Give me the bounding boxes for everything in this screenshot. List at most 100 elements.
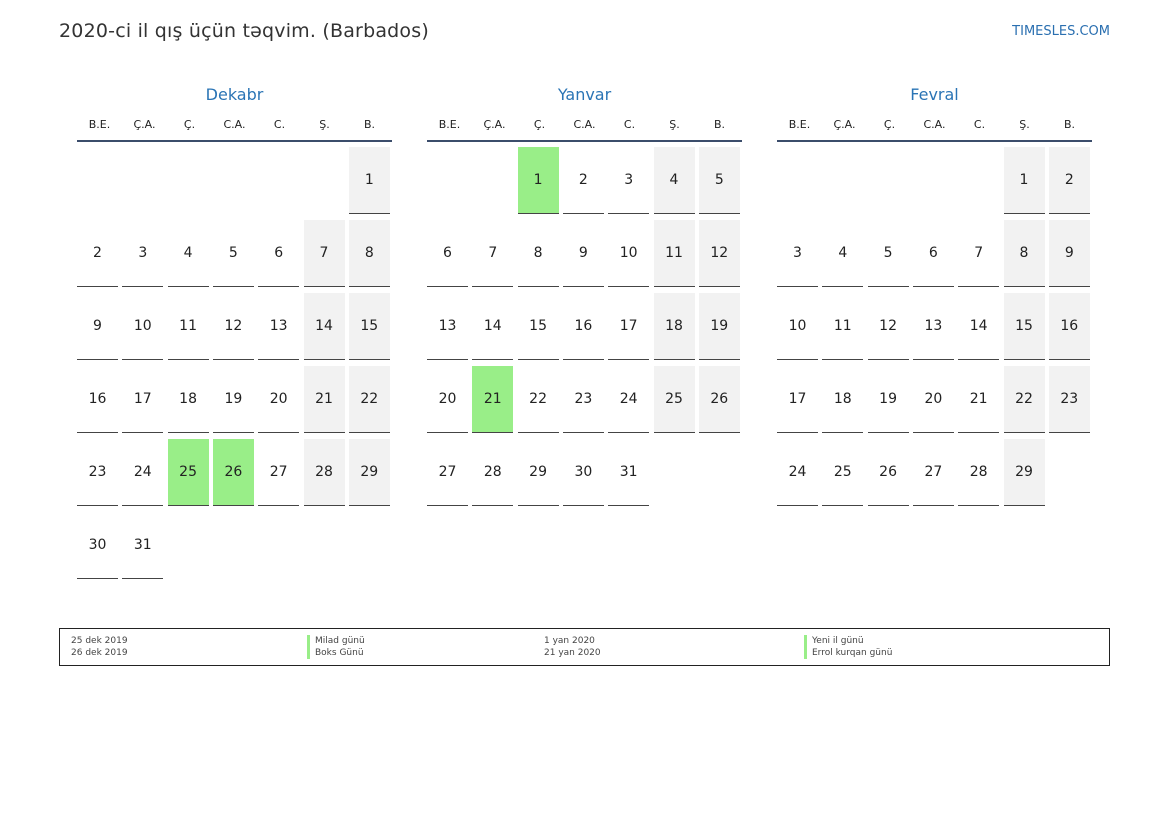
day-cell: 27: [427, 439, 468, 506]
weekday-label: B.: [713, 118, 726, 131]
day-cell: 29: [1003, 439, 1045, 506]
weekday-label: B.: [363, 118, 376, 131]
day-cell: 23: [1048, 366, 1090, 433]
holiday-marker: [804, 647, 807, 659]
day-cell: 11: [167, 293, 209, 360]
day-cell: 16: [1048, 293, 1090, 360]
page-title: 2020-ci il qış üçün təqvim. (Barbados): [59, 20, 429, 42]
month-name: Dekabr: [205, 85, 264, 104]
day-cell: 17: [122, 366, 164, 433]
day-cell: 7: [472, 220, 514, 287]
day-cell: 17: [777, 366, 818, 433]
weekday-label: Ç.: [883, 118, 896, 131]
weekday-label: B.E.: [788, 118, 811, 131]
site-link[interactable]: TIMESLES.COM: [1012, 24, 1110, 39]
day-cell: 23: [77, 439, 118, 506]
month-calendar: Yanvar B.E. Ç.A. Ç. C.A. C. Ş. B. 1 2 3 4 5 6 7 8 9 10 1…: [427, 84, 742, 506]
legend-holiday-name: Milad günü: [315, 636, 365, 646]
day-cell: 17: [608, 293, 650, 360]
day-cell: 18: [822, 366, 864, 433]
weekday-label: C.A.: [573, 118, 596, 131]
day-cell: 28: [958, 439, 1000, 506]
day-cell: 5: [698, 147, 740, 214]
weekday-label: Ç.: [533, 118, 546, 131]
day-cell: 9: [1048, 220, 1090, 287]
holiday-marker: [804, 635, 807, 647]
day-cell: 13: [912, 293, 954, 360]
day-cell: 16: [77, 366, 118, 433]
day-cell: 21: [958, 366, 1000, 433]
day-cell: 23: [562, 366, 604, 433]
weekday-label: B.E.: [88, 118, 111, 131]
day-cell: 12: [212, 293, 254, 360]
day-cell: 8: [1003, 220, 1045, 287]
legend-date: 25 dek 2019: [71, 636, 128, 646]
day-cell: 28: [303, 439, 345, 506]
day-cell: 31: [122, 512, 164, 579]
day-cell: 8: [348, 220, 390, 287]
day-cell: 9: [562, 220, 604, 287]
holiday-day-cell: 25: [167, 439, 209, 506]
day-cell: 3: [122, 220, 164, 287]
day-cell: 3: [608, 147, 650, 214]
month-name: Yanvar: [557, 85, 612, 104]
day-cell: 14: [472, 293, 514, 360]
weekday-label: B.: [1063, 118, 1076, 131]
day-cell: 18: [653, 293, 695, 360]
weekday-label: C.A.: [923, 118, 946, 131]
weekday-label: C.: [973, 118, 986, 131]
holiday-marker: [307, 635, 310, 647]
day-cell: 24: [608, 366, 650, 433]
day-cell: 27: [912, 439, 954, 506]
day-cell: 12: [698, 220, 740, 287]
day-cell: 14: [958, 293, 1000, 360]
day-cell: 7: [958, 220, 1000, 287]
weekday-label: B.E.: [438, 118, 461, 131]
holiday-legend: 25 dek 2019 26 dek 2019 Milad günü Boks …: [59, 628, 1110, 666]
day-cell: 20: [258, 366, 300, 433]
month-calendar: Dekabr B.E. Ç.A. Ç. C.A. C. Ş. B. 1 2 3 4 5 6 7 8 9 10 1…: [77, 84, 392, 579]
day-cell: 6: [912, 220, 954, 287]
day-cell: 4: [822, 220, 864, 287]
weekday-label: Ş.: [669, 118, 680, 131]
weekday-header: B.E. Ç.A. Ç. C.A. C. Ş. B.: [77, 116, 392, 142]
day-cell: 24: [777, 439, 818, 506]
holiday-marker: [307, 647, 310, 659]
month-name: Fevral: [910, 85, 959, 104]
weekday-label: Ç.: [183, 118, 196, 131]
day-cell: 22: [1003, 366, 1045, 433]
day-cell: 15: [517, 293, 559, 360]
day-cell: 31: [608, 439, 650, 506]
weekday-label: Ş.: [1019, 118, 1030, 131]
weekday-label: C.: [273, 118, 286, 131]
legend-date: 21 yan 2020: [544, 648, 601, 658]
day-cell: 2: [562, 147, 604, 214]
legend-date: 1 yan 2020: [544, 636, 595, 646]
day-cell: 10: [122, 293, 164, 360]
day-cell: 27: [258, 439, 300, 506]
legend-holiday-name: Boks Günü: [315, 648, 364, 658]
weekday-label: Ş.: [319, 118, 330, 131]
day-cell: 18: [167, 366, 209, 433]
day-cell: 30: [77, 512, 118, 579]
day-cell: 20: [427, 366, 468, 433]
day-cell: 10: [608, 220, 650, 287]
weekday-label: C.: [623, 118, 636, 131]
day-cell: 13: [258, 293, 300, 360]
weekday-label: Ç.A.: [833, 118, 856, 131]
legend-holiday-name: Errol kurqan günü: [812, 648, 893, 658]
day-cell: 5: [867, 220, 909, 287]
day-cell: 25: [653, 366, 695, 433]
day-cell: 22: [348, 366, 390, 433]
day-cell: 30: [562, 439, 604, 506]
legend-date: 26 dek 2019: [71, 648, 128, 658]
day-cell: 19: [698, 293, 740, 360]
day-cell: 2: [1048, 147, 1090, 214]
holiday-day-cell: 1: [517, 147, 559, 214]
day-cell: 1: [348, 147, 390, 214]
day-cell: 16: [562, 293, 604, 360]
weekday-label: C.A.: [223, 118, 246, 131]
day-cell: 14: [303, 293, 345, 360]
day-cell: 22: [517, 366, 559, 433]
weekday-label: Ç.A.: [483, 118, 506, 131]
